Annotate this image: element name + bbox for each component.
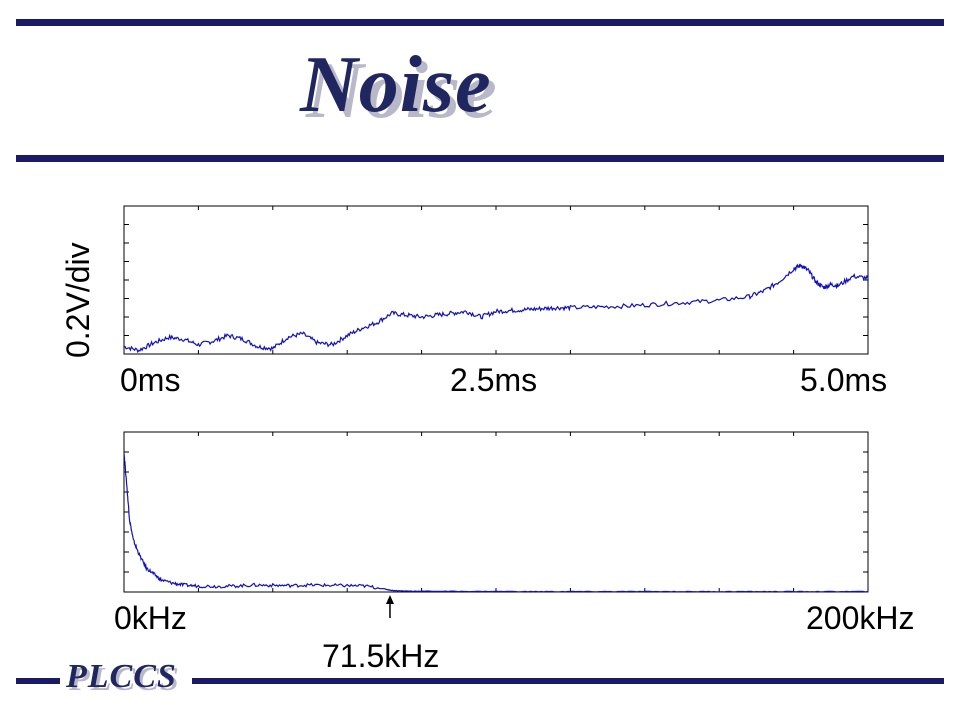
slide-title-text: Noise: [300, 41, 492, 129]
trace-line-1-0: [123, 453, 869, 593]
annotation-arrow-head: [385, 595, 394, 604]
footer-logo-text: PLCCS: [66, 658, 177, 695]
freq-tick-1: 200kHz: [806, 600, 915, 636]
freq-tick-0: 0kHz: [114, 600, 187, 636]
plot-frame-0: [123, 205, 869, 355]
time-tick-2: 5.0ms: [800, 362, 888, 398]
slide-title: Noise Noise: [300, 40, 620, 140]
footer-logo-shadow: PLCCS: [69, 661, 180, 698]
title-underline-rule: [16, 155, 944, 162]
footer-logo: PLCCS PLCCS: [66, 658, 180, 698]
footer-rule-right: [192, 678, 944, 684]
trace-line-0-0: [124, 263, 869, 354]
top-rule: [16, 19, 944, 26]
time-tick-1: 2.5ms: [450, 362, 538, 398]
time-tick-0: 0ms: [120, 362, 181, 398]
plot-frame-1: [123, 431, 869, 593]
footer-rule-left: [16, 678, 60, 684]
freq-annotation-label: 71.5kHz: [322, 638, 440, 674]
slide-title-shadow: Noise: [306, 47, 498, 135]
